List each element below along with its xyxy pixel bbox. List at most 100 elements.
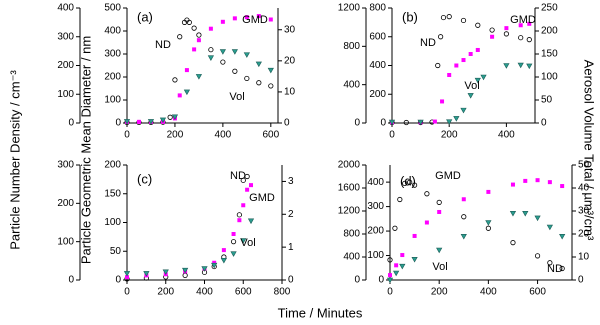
nd-point xyxy=(196,32,202,38)
nd-point xyxy=(186,19,192,25)
y2-tick-label: 300 xyxy=(367,201,384,212)
nd-point xyxy=(435,62,441,69)
nd-point xyxy=(392,225,398,231)
y-tick-label: 800 xyxy=(343,229,360,240)
gmd-point xyxy=(412,233,417,238)
vol-point xyxy=(220,257,227,264)
vol-point xyxy=(453,116,460,122)
y2-tick-label: 0 xyxy=(115,118,121,129)
vol-point xyxy=(411,257,418,263)
y-tick-label: 2000 xyxy=(338,160,361,171)
vol-point xyxy=(446,119,453,125)
y-tick-label: 1600 xyxy=(338,183,361,194)
series-label: Vol xyxy=(432,261,447,273)
vol-point xyxy=(162,269,169,275)
panel-label: (c) xyxy=(137,171,152,186)
nd-point xyxy=(236,212,242,218)
vol-point xyxy=(393,270,400,277)
y-tick-label: 400 xyxy=(343,79,360,90)
x-tick-label: 200 xyxy=(167,130,184,141)
y3-tick-label: 20 xyxy=(284,55,296,66)
nd-point xyxy=(559,265,565,272)
series-label: GMD xyxy=(242,14,268,26)
gmd-point xyxy=(454,63,459,68)
x-tick-label: 0 xyxy=(124,287,130,298)
gmd-point xyxy=(220,19,225,24)
y-tick-label: 1200 xyxy=(338,3,361,14)
nd-point xyxy=(526,37,532,43)
x-tick-label: 200 xyxy=(431,287,448,298)
nd-point xyxy=(402,180,408,186)
panel-label: (d) xyxy=(400,173,416,188)
y2-tick-label: 800 xyxy=(369,3,386,14)
y2-tick-label: 200 xyxy=(104,72,121,83)
gmd-point xyxy=(490,34,495,39)
nd-point xyxy=(177,34,183,40)
y-tick-label: 1200 xyxy=(338,206,361,217)
vol-point xyxy=(182,267,189,274)
gmd-point xyxy=(394,263,399,268)
gmd-point xyxy=(437,209,442,214)
x-tick-label: 200 xyxy=(157,287,174,298)
nd-point xyxy=(403,119,409,126)
y2-axis-title: Particle Geometric Mean Diameter / nm xyxy=(78,36,93,264)
gmd-point xyxy=(184,68,189,73)
vol-point xyxy=(546,224,553,231)
vol-point xyxy=(143,271,150,277)
vol-point xyxy=(460,107,467,114)
nd-point xyxy=(547,260,553,266)
y2-tick-label: 400 xyxy=(367,177,384,188)
nd-point xyxy=(438,34,444,40)
y-tick-label: 300 xyxy=(57,31,74,42)
y-tick-label: 200 xyxy=(57,60,74,71)
nd-point xyxy=(446,14,452,20)
vol-point xyxy=(147,119,155,125)
vol-point xyxy=(231,49,238,55)
vol-point xyxy=(460,234,467,240)
gmd-point xyxy=(518,23,523,28)
vol-point xyxy=(485,220,492,226)
y3-axis-title: Aerosol Volume Total / µm³/cm³ xyxy=(582,60,597,241)
x-tick-label: 200 xyxy=(441,130,458,141)
y-tick-label: 400 xyxy=(343,252,360,263)
y2-tick-label: 0 xyxy=(115,275,121,286)
plot-frame xyxy=(389,165,573,281)
nd-point xyxy=(191,25,197,31)
y2-tick-label: 200 xyxy=(367,226,384,237)
y-tick-label: 0 xyxy=(68,275,74,286)
x-tick-label: 400 xyxy=(215,130,232,141)
y2-tick-label: 600 xyxy=(369,31,386,42)
nd-point xyxy=(440,14,447,21)
y3-tick-label: 200 xyxy=(541,26,558,37)
vol-point xyxy=(467,93,474,99)
y-tick-label: 400 xyxy=(57,3,74,14)
gmd-point xyxy=(440,99,445,104)
y2-tick-label: 400 xyxy=(369,60,386,71)
gmd-point xyxy=(510,182,515,187)
nd-point xyxy=(240,177,246,183)
x-tick-label: 400 xyxy=(196,287,213,298)
nd-point xyxy=(256,80,262,86)
nd-point xyxy=(460,17,467,24)
x-tick-label: 0 xyxy=(389,130,395,141)
vol-point xyxy=(399,263,406,270)
gmd-point xyxy=(192,47,197,52)
nd-point xyxy=(489,27,495,33)
vol-point xyxy=(522,211,529,217)
gmd-point xyxy=(177,93,182,98)
nd-point xyxy=(232,68,238,74)
nd-point xyxy=(230,239,237,245)
vol-point xyxy=(386,277,394,284)
y3-tick-label: 10 xyxy=(284,87,296,98)
y-tick-label: 800 xyxy=(343,41,360,52)
gmd-point xyxy=(232,16,237,21)
nd-point xyxy=(518,35,524,41)
vol-point xyxy=(417,119,424,126)
y2-tick-label: 200 xyxy=(369,89,386,100)
nd-point xyxy=(534,253,541,259)
y-tick-label: 100 xyxy=(57,89,74,100)
gmd-point xyxy=(231,232,236,236)
x-tick-label: 600 xyxy=(262,130,279,141)
vol-point xyxy=(388,119,396,126)
nd-point xyxy=(411,182,418,188)
